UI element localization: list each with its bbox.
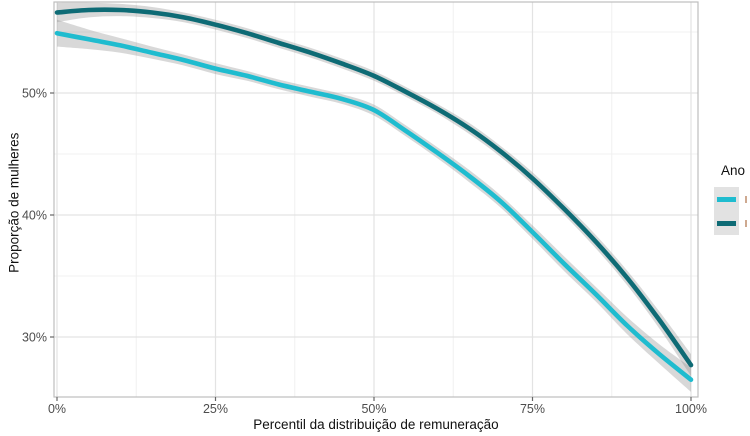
- legend-title: Ano: [721, 163, 746, 178]
- y-tick-label: 40%: [22, 209, 47, 223]
- x-tick-label: 0%: [48, 402, 66, 416]
- legend-line-swatch-teal: [717, 221, 736, 226]
- series-group: [54, 2, 694, 392]
- legend: Ano: [714, 163, 750, 235]
- trend-line-series-cyan: [54, 30, 694, 382]
- x-tick-label: 25%: [203, 402, 228, 416]
- legend-label-clipped: [745, 196, 747, 203]
- legend-key-series-cyan: [714, 187, 747, 211]
- gridlines: [54, 2, 698, 397]
- axes: 0% 25% 50% 75% 100% 30% 40% 50%: [22, 87, 707, 417]
- x-tick-label: 75%: [520, 402, 545, 416]
- x-tick-label: 100%: [675, 402, 707, 416]
- legend-key-series-teal: [714, 211, 747, 235]
- legend-label-clipped: [745, 220, 747, 227]
- y-tick-label: 30%: [22, 331, 47, 345]
- y-tick-label: 50%: [22, 87, 47, 101]
- y-axis-title: Proporção de mulheres: [6, 132, 22, 273]
- legend-line-swatch-cyan: [717, 197, 736, 202]
- panel-border: [53, 1, 699, 398]
- x-axis-title: Percentil da distribuição de remuneração: [253, 417, 499, 432]
- trend-line-series-teal: [54, 7, 694, 368]
- x-tick-label: 50%: [361, 402, 386, 416]
- legend-keys: [714, 187, 750, 235]
